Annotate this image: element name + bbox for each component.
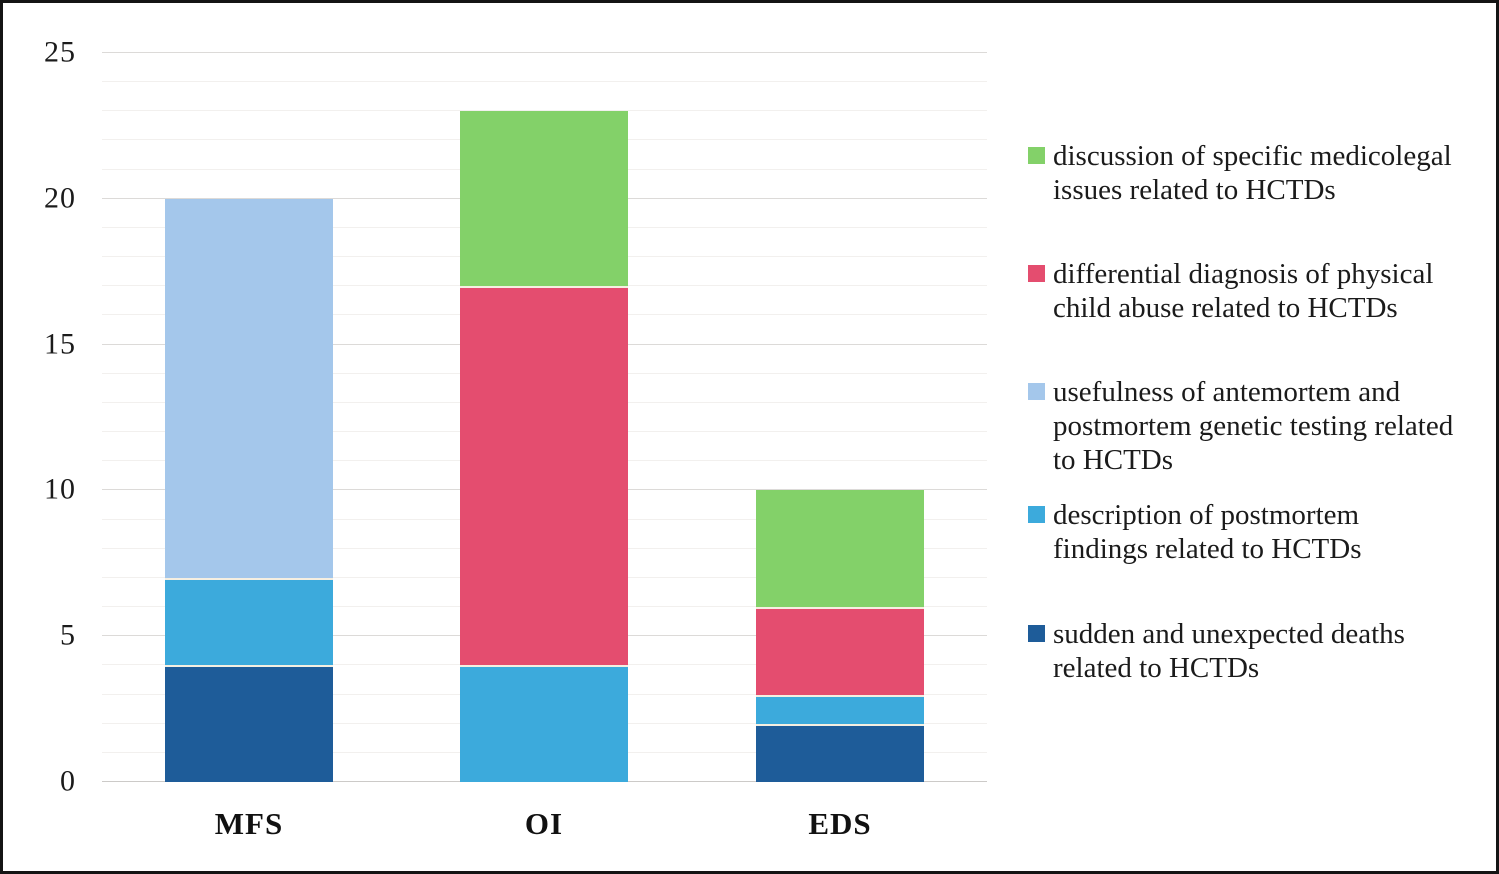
bar-segment [165, 665, 333, 782]
bar-segment [460, 665, 628, 782]
y-axis-tick-label: 5 [60, 618, 76, 652]
legend-entry: description of postmortem findings relate… [1028, 498, 1361, 566]
legend-entry: sudden and unexpected deaths related to H… [1028, 617, 1405, 685]
legend-color-swatch-icon [1028, 147, 1045, 164]
legend-entry-label: differential diagnosis of physical child … [1053, 258, 1434, 324]
y-axis-tick-label: 0 [60, 764, 76, 798]
bar-mfs [165, 53, 333, 782]
bar-segment [756, 694, 924, 724]
legend-entry: usefulness of antemortem and postmortem g… [1028, 375, 1453, 477]
x-axis-label-oi: OI [524, 806, 564, 841]
legend-entry-label: description of postmortem findings relate… [1053, 499, 1362, 565]
bar-oi [460, 53, 628, 782]
legend-color-swatch-icon [1028, 383, 1045, 400]
bar-segment [460, 286, 628, 666]
bar-eds [756, 53, 924, 782]
legend: discussion of specific medicolegal issues… [1028, 135, 1496, 735]
x-axis-label-eds: EDS [808, 806, 872, 841]
y-axis-tick-label: 20 [44, 181, 76, 215]
major-gridline [102, 52, 987, 53]
x-axis-label-mfs: MFS [214, 806, 284, 841]
plot-area [102, 52, 987, 782]
legend-color-swatch-icon [1028, 625, 1045, 642]
bar-segment [756, 723, 924, 782]
minor-gridline [102, 110, 987, 112]
bar-segment [756, 490, 924, 608]
legend-entry: discussion of specific medicolegal issues… [1028, 139, 1452, 207]
legend-entry-label: sudden and unexpected deaths related to H… [1053, 618, 1405, 684]
legend-entry: differential diagnosis of physical child … [1028, 257, 1433, 325]
y-axis-tick-label: 25 [44, 35, 76, 69]
legend-entry-label: discussion of specific medicolegal issues… [1053, 140, 1452, 206]
y-axis-tick-label: 10 [44, 472, 76, 506]
minor-gridline [102, 81, 987, 83]
bar-segment [165, 577, 333, 666]
bar-segment [460, 111, 628, 287]
legend-color-swatch-icon [1028, 265, 1045, 282]
y-axis-tick-label: 15 [44, 326, 76, 360]
bar-segment [756, 607, 924, 695]
legend-color-swatch-icon [1028, 506, 1045, 523]
bar-segment [165, 198, 333, 578]
legend-entry-label: usefulness of antemortem and postmortem g… [1053, 376, 1454, 476]
